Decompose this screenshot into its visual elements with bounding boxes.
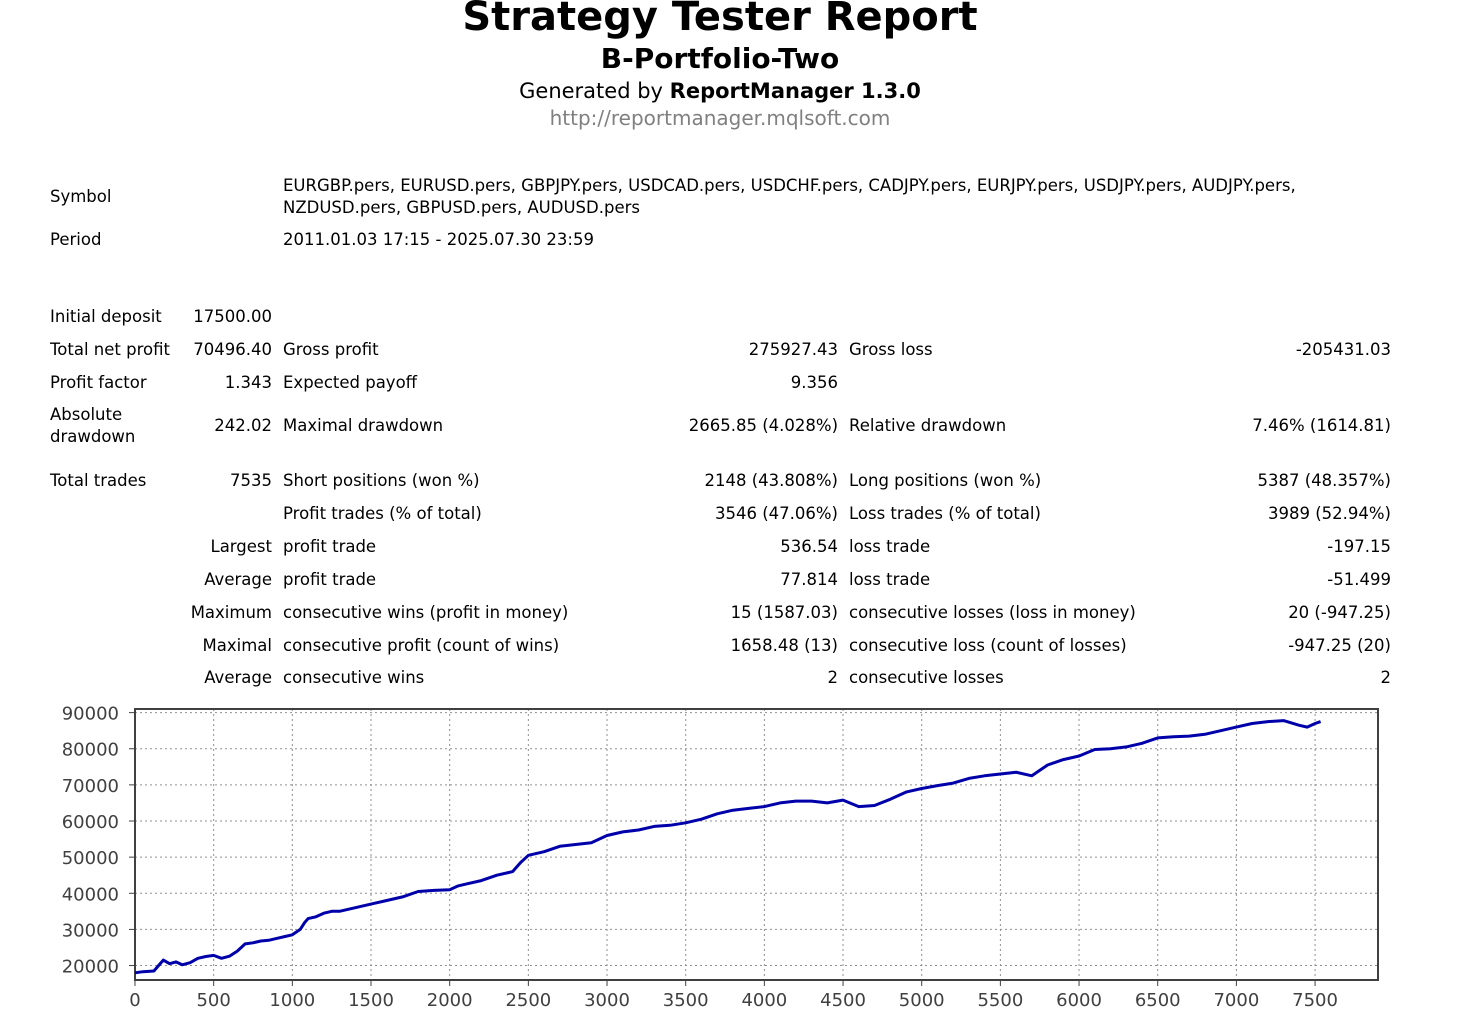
report-title: Strategy Tester Report xyxy=(462,0,978,40)
report-subtitle: B-Portfolio-Two xyxy=(600,42,840,75)
maximal-consec-profit-value: 1658.48 (13) xyxy=(730,636,838,655)
plot-frame xyxy=(134,708,1379,981)
max-consec-losses-value: 20 (-947.25) xyxy=(1288,603,1391,622)
period-value: 2011.01.03 17:15 - 2025.07.30 23:59 xyxy=(283,230,594,249)
maximum-label: Maximum xyxy=(190,603,272,622)
initial-deposit-label: Initial deposit xyxy=(50,307,162,326)
chart-grid xyxy=(135,709,1378,980)
gross-profit-value: 275927.43 xyxy=(748,340,838,359)
average-profit-value: 77.814 xyxy=(780,570,838,589)
average2-label: Average xyxy=(204,668,272,687)
report-url[interactable]: http://reportmanager.mqlsoft.com xyxy=(549,106,891,130)
gross-loss-label: Gross loss xyxy=(849,340,933,359)
y-tick-label: 90000 xyxy=(62,704,119,725)
generated-by: Generated by ReportManager 1.3.0 xyxy=(0,79,1440,103)
x-tick-label: 7500 xyxy=(1292,990,1338,1011)
largest-profit-label: profit trade xyxy=(283,537,377,556)
initial-deposit-value: 17500.00 xyxy=(193,307,272,326)
x-tick-label: 6000 xyxy=(1056,990,1102,1011)
symbol-list-line1: EURGBP.pers, EURUSD.pers, GBPJPY.pers, U… xyxy=(283,176,1296,195)
x-tick-label: 0 xyxy=(129,990,140,1011)
absolute-drawdown-label-line2: drawdown xyxy=(50,427,136,446)
avg-consec-losses-label: consecutive losses xyxy=(849,668,1004,687)
balance-line xyxy=(134,719,1322,975)
total-net-profit-value: 70496.40 xyxy=(193,340,272,359)
y-axis-ticks: 20000 30000 40000 50000 60000 70000 80000 90000 xyxy=(62,704,135,978)
maximal-consec-loss-label: consecutive loss (count of losses) xyxy=(849,636,1127,655)
long-positions-value: 5387 (48.357%) xyxy=(1257,471,1391,490)
symbol-list-line2: NZDUSD.pers, GBPUSD.pers, AUDUSD.pers xyxy=(283,198,640,217)
largest-profit-value: 536.54 xyxy=(780,537,838,556)
x-tick-label: 2500 xyxy=(505,990,551,1011)
y-tick-label: 80000 xyxy=(62,740,119,761)
x-tick-label: 6500 xyxy=(1135,990,1181,1011)
x-tick-label: 7000 xyxy=(1213,990,1259,1011)
balance-chart: 2000030000400005000060000700008000090000… xyxy=(62,704,1379,1011)
avg-consec-losses-value: 2 xyxy=(1380,668,1392,687)
relative-drawdown-label: Relative drawdown xyxy=(849,416,1007,435)
y-tick-label: 40000 xyxy=(62,884,119,905)
avg-consec-wins-label: consecutive wins xyxy=(283,668,425,687)
y-tick-label: 30000 xyxy=(62,920,119,941)
total-net-profit-label: Total net profit xyxy=(50,340,170,359)
max-consec-wins-label: consecutive wins (profit in money) xyxy=(283,603,569,622)
profit-factor-label: Profit factor xyxy=(50,373,147,392)
profit-trades-label: Profit trades (% of total) xyxy=(283,504,482,523)
x-tick-label: 1500 xyxy=(348,990,394,1011)
avg-consec-wins-value: 2 xyxy=(827,668,839,687)
loss-trades-label: Loss trades (% of total) xyxy=(849,504,1041,523)
profit-factor-value: 1.343 xyxy=(224,373,272,392)
x-tick-label: 3500 xyxy=(663,990,709,1011)
max-consec-losses-label: consecutive losses (loss in money) xyxy=(849,603,1136,622)
y-tick-label: 60000 xyxy=(62,812,119,833)
total-trades-value: 7535 xyxy=(230,471,272,490)
maximal-consec-loss-value: -947.25 (20) xyxy=(1288,636,1391,655)
y-tick-label: 70000 xyxy=(62,776,119,797)
x-tick-label: 500 xyxy=(196,990,230,1011)
largest-loss-label: loss trade xyxy=(849,537,931,556)
y-tick-label: 20000 xyxy=(62,957,119,978)
largest-label: Largest xyxy=(210,537,273,556)
average-profit-label: profit trade xyxy=(283,570,377,589)
y-tick-label: 50000 xyxy=(62,848,119,869)
average-loss-value: -51.499 xyxy=(1327,570,1391,589)
absolute-drawdown-value: 242.02 xyxy=(214,416,272,435)
largest-loss-value: -197.15 xyxy=(1327,537,1391,556)
gross-loss-value: -205431.03 xyxy=(1295,340,1391,359)
relative-drawdown-value: 7.46% (1614.81) xyxy=(1252,416,1391,435)
loss-trades-value: 3989 (52.94%) xyxy=(1267,504,1391,523)
x-tick-label: 5000 xyxy=(899,990,945,1011)
maximal-drawdown-value: 2665.85 (4.028%) xyxy=(688,416,838,435)
profit-trades-value: 3546 (47.06%) xyxy=(714,504,838,523)
x-tick-label: 5500 xyxy=(977,990,1023,1011)
short-positions-label: Short positions (won %) xyxy=(283,471,480,490)
short-positions-value: 2148 (43.808%) xyxy=(704,471,838,490)
symbol-label: Symbol xyxy=(50,187,112,206)
absolute-drawdown-label-line1: Absolute xyxy=(50,405,123,424)
maximal-label: Maximal xyxy=(202,636,272,655)
x-tick-label: 3000 xyxy=(584,990,630,1011)
x-tick-label: 4500 xyxy=(820,990,866,1011)
average-loss-label: loss trade xyxy=(849,570,931,589)
expected-payoff-label: Expected payoff xyxy=(283,373,418,392)
long-positions-label: Long positions (won %) xyxy=(849,471,1042,490)
maximal-consec-profit-label: consecutive profit (count of wins) xyxy=(283,636,560,655)
average-label: Average xyxy=(204,570,272,589)
total-trades-label: Total trades xyxy=(50,471,147,490)
gross-profit-label: Gross profit xyxy=(283,340,379,359)
x-tick-label: 1000 xyxy=(269,990,315,1011)
period-label: Period xyxy=(50,230,102,249)
generated-prefix: Generated by xyxy=(519,79,670,103)
x-tick-label: 2000 xyxy=(427,990,473,1011)
generated-tool: ReportManager 1.3.0 xyxy=(669,79,921,103)
expected-payoff-value: 9.356 xyxy=(790,373,838,392)
max-consec-wins-value: 15 (1587.03) xyxy=(730,603,838,622)
x-axis-ticks: 0 500 1000 1500 2000 2500 3000 3500 4000 4500 5000… xyxy=(129,980,1338,1011)
maximal-drawdown-label: Maximal drawdown xyxy=(283,416,444,435)
x-tick-label: 4000 xyxy=(741,990,787,1011)
